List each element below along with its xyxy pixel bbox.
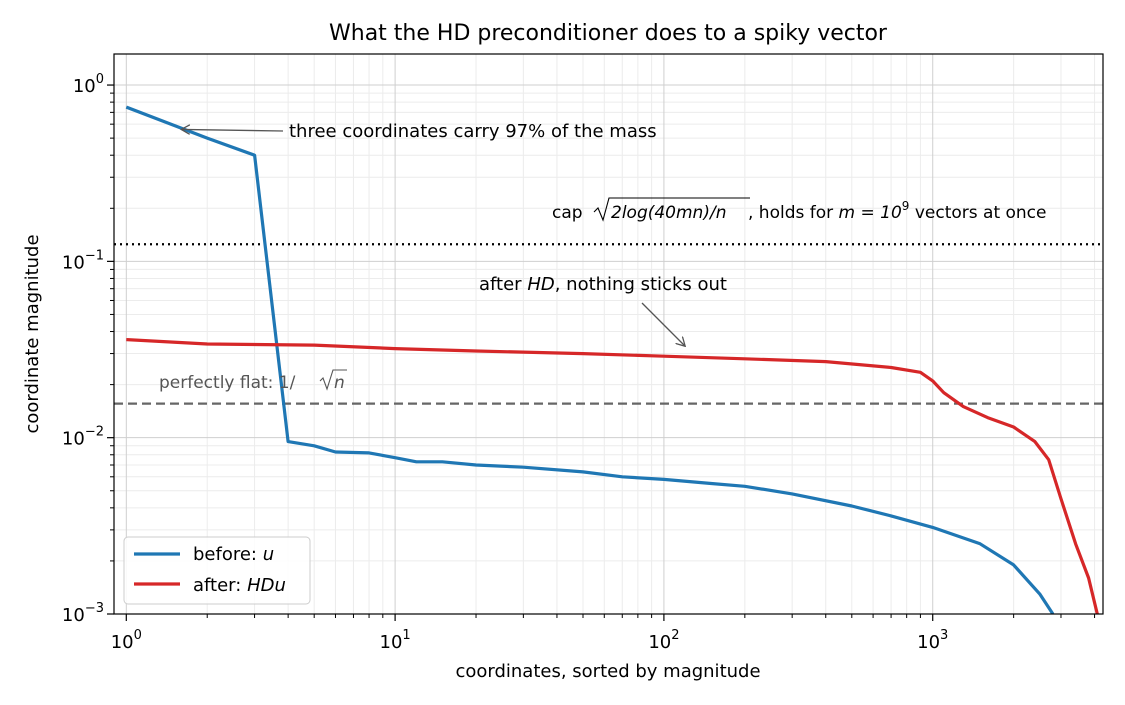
cap-sqrt-sign <box>593 197 750 222</box>
y-tick-label: 100 <box>73 72 104 97</box>
y-tick-label: 10−2 <box>62 425 104 450</box>
flat-annotation: perfectly flat: 1/ n <box>159 369 347 393</box>
y-axis-label: coordinate magnitude <box>22 234 43 433</box>
major-grid <box>114 54 1103 614</box>
x-axis: 100 101 102 103 <box>111 614 1096 653</box>
y-axis: 100 10−1 10−2 10−3 <box>62 72 114 626</box>
after-annotation-suffix: , nothing sticks out <box>555 274 727 295</box>
x-tick-label: 100 <box>111 628 142 653</box>
series-before-line <box>125 105 1055 614</box>
after-annotation-arrow <box>641 302 685 346</box>
legend-label-before: before: u <box>193 544 274 565</box>
legend-after-italic: HDu <box>247 575 286 596</box>
y-tick-label: 10−3 <box>62 601 104 626</box>
spike-annotation: three coordinates carry 97% of the mass <box>289 121 657 142</box>
series-layer <box>125 105 1099 614</box>
cap-annotation-prefix: cap <box>552 203 583 223</box>
x-tick-label: 102 <box>648 628 679 653</box>
cap-annotation-m: m = 10 <box>839 203 902 223</box>
x-tick-label: 101 <box>380 628 411 653</box>
legend-label-after: after: HDu <box>193 575 286 596</box>
y-tick-label: 10−1 <box>62 248 104 273</box>
legend-before-prefix: before: <box>193 544 263 565</box>
after-annotation-italic: HD <box>527 274 554 295</box>
cap-annotation-m-exp: 9 <box>902 199 910 213</box>
x-tick-label: 103 <box>917 628 948 653</box>
cap-annotation: cap 2log(40mn)/n , holds for m = 109 vec… <box>552 197 1047 223</box>
x-axis-label: coordinates, sorted by magnitude <box>455 661 760 682</box>
flat-annotation-prefix: perfectly flat: 1/ <box>159 373 296 393</box>
flat-sqrt-inner: n <box>334 373 345 393</box>
spike-annotation-arrow <box>181 129 284 131</box>
legend-before-italic: u <box>263 544 274 565</box>
series-after-line <box>126 338 1099 614</box>
after-annotation: after HD, nothing sticks out <box>479 274 727 295</box>
cap-annotation-suffix: vectors at once <box>909 203 1046 223</box>
plot-frame <box>113 53 1104 615</box>
cap-annotation-middle: , holds for <box>748 203 839 223</box>
after-annotation-prefix: after <box>479 274 527 295</box>
legend: before: u after: HDu <box>123 536 311 605</box>
reference-lines <box>114 243 1103 405</box>
chart-title: What the HD preconditioner does to a spi… <box>329 21 888 46</box>
legend-after-prefix: after: <box>193 575 247 596</box>
cap-annotation-rest: , holds for m = 109 vectors at once <box>748 199 1047 223</box>
flat-sqrt-sign <box>319 369 347 391</box>
cap-sqrt-inner: 2log(40mn)/n <box>611 203 726 223</box>
